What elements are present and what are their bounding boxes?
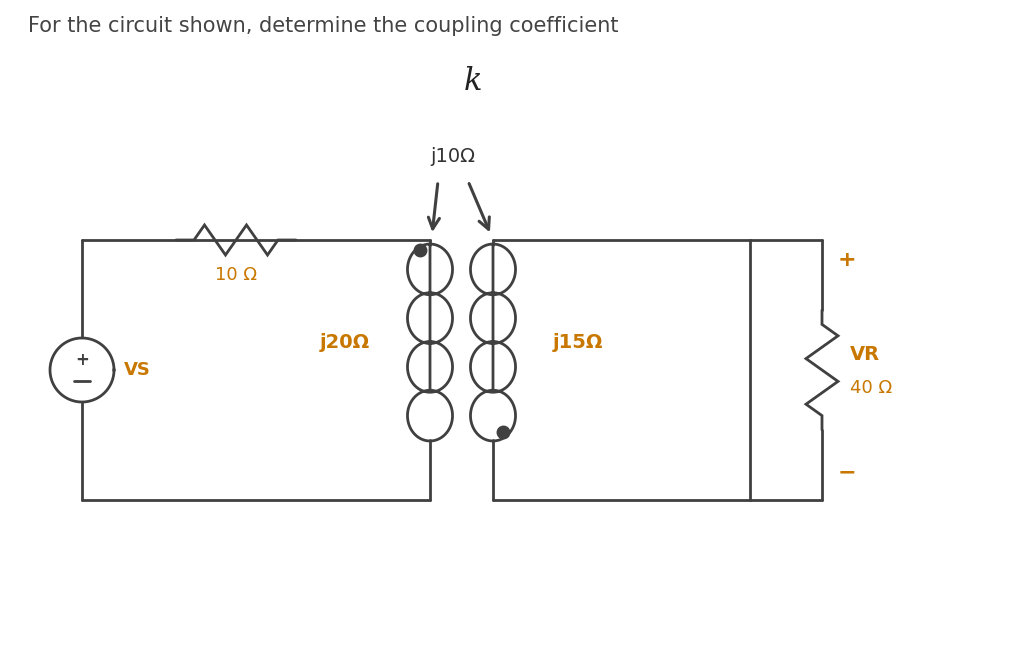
Text: k: k [464,67,482,97]
Text: 10 Ω: 10 Ω [215,266,257,284]
Text: +: + [838,250,856,270]
Text: j10Ω: j10Ω [430,146,475,165]
Text: −: − [838,462,856,482]
Text: j15Ω: j15Ω [553,333,603,352]
Text: VS: VS [124,361,151,379]
Text: VR: VR [850,345,880,364]
Text: +: + [75,351,89,369]
Text: j20Ω: j20Ω [319,333,370,352]
Text: 40 Ω: 40 Ω [850,379,892,397]
Text: For the circuit shown, determine the coupling coefficient: For the circuit shown, determine the cou… [28,16,618,36]
